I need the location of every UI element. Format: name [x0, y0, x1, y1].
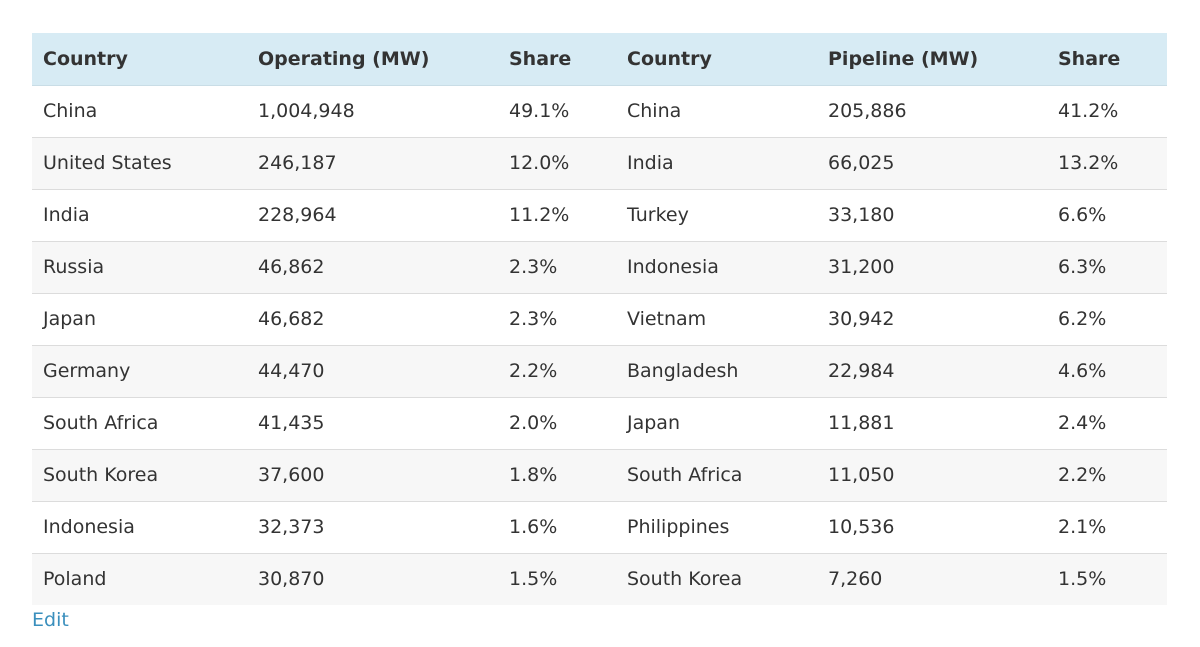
cell-operating-mw: 41,435 [247, 396, 498, 449]
cell-country-pipeline: India [616, 136, 817, 189]
cell-share-operating: 2.2% [498, 344, 616, 397]
cell-share-pipeline: 2.4% [1047, 396, 1167, 449]
cell-pipeline-mw: 31,200 [817, 240, 1047, 293]
cell-operating-mw: 228,964 [247, 188, 498, 241]
table-row: India 228,964 11.2% Turkey 33,180 6.6% [32, 188, 1167, 241]
cell-share-operating: 2.3% [498, 240, 616, 293]
table-row: China 1,004,948 49.1% China 205,886 41.2% [32, 85, 1167, 137]
cell-pipeline-mw: 10,536 [817, 500, 1047, 553]
cell-country-operating: India [32, 188, 247, 241]
cell-country-operating: Russia [32, 240, 247, 293]
cell-country-operating: South Korea [32, 448, 247, 501]
cell-share-pipeline: 6.6% [1047, 188, 1167, 241]
cell-country-operating: Indonesia [32, 500, 247, 553]
cell-pipeline-mw: 205,886 [828, 100, 907, 122]
cell-pipeline-mw: 30,942 [817, 292, 1047, 345]
table-row: Poland 30,870 1.5% South Korea 7,260 1.5% [32, 552, 1167, 605]
cell-country-pipeline: Bangladesh [616, 344, 817, 397]
cell-share-operating: 2.0% [498, 396, 616, 449]
cell-country-operating: South Africa [32, 396, 247, 449]
table-row: Germany 44,470 2.2% Bangladesh 22,984 4.6% [32, 344, 1167, 397]
cell-country-pipeline: China [627, 100, 682, 122]
cell-pipeline-mw: 11,050 [817, 448, 1047, 501]
cell-operating-mw: 30,870 [247, 552, 498, 605]
cell-share-operating: 49.1% [509, 100, 570, 122]
cell-pipeline-mw: 33,180 [817, 188, 1047, 241]
cell-pipeline-mw: 66,025 [817, 136, 1047, 189]
cell-share-pipeline: 6.2% [1047, 292, 1167, 345]
cell-operating-mw: 246,187 [247, 136, 498, 189]
cell-pipeline-mw: 11,881 [817, 396, 1047, 449]
table-row: United States 246,187 12.0% India 66,025 13.2… [32, 136, 1167, 189]
cell-operating-mw: 44,470 [247, 344, 498, 397]
cell-pipeline-mw: 22,984 [817, 344, 1047, 397]
cell-share-pipeline: 2.1% [1047, 500, 1167, 553]
cell-share-operating: 1.8% [498, 448, 616, 501]
cell-share-pipeline: 13.2% [1047, 136, 1167, 189]
cell-operating-mw: 1,004,948 [258, 100, 355, 122]
cell-country-pipeline: Indonesia [616, 240, 817, 293]
coal-capacity-table: Country Operating (MW) Share Country Pip… [32, 33, 1167, 605]
header-country-operating: Country [32, 33, 247, 86]
cell-share-pipeline: 2.2% [1047, 448, 1167, 501]
cell-operating-mw: 32,373 [247, 500, 498, 553]
cell-country-operating: Poland [32, 552, 247, 605]
cell-operating-mw: 46,682 [247, 292, 498, 345]
header-pipeline-mw: Pipeline (MW) [817, 33, 1047, 86]
table-row: South Korea 37,600 1.8% South Africa 11,050 2… [32, 448, 1167, 501]
cell-share-operating: 12.0% [498, 136, 616, 189]
header-country-pipeline: Country [616, 33, 817, 86]
cell-share-pipeline: 6.3% [1047, 240, 1167, 293]
header-share-operating: Share [498, 33, 616, 86]
cell-country-operating: Japan [32, 292, 247, 345]
cell-country-operating: United States [32, 136, 247, 189]
cell-country-pipeline: South Korea [616, 552, 817, 605]
table-row: Indonesia 32,373 1.6% Philippines 10,536 2.1% [32, 500, 1167, 553]
cell-country-pipeline: Turkey [616, 188, 817, 241]
cell-share-operating: 1.5% [498, 552, 616, 605]
table-row: South Africa 41,435 2.0% Japan 11,881 2.4% [32, 396, 1167, 449]
cell-share-pipeline: 4.6% [1047, 344, 1167, 397]
header-row: Country Operating (MW) Share Country Pip… [32, 33, 1167, 86]
cell-country-pipeline: Vietnam [616, 292, 817, 345]
cell-share-operating: 1.6% [498, 500, 616, 553]
header-operating-mw: Operating (MW) [247, 33, 498, 86]
cell-operating-mw: 46,862 [247, 240, 498, 293]
cell-pipeline-mw: 7,260 [817, 552, 1047, 605]
cell-country-operating: China [43, 100, 98, 122]
cell-country-pipeline: Japan [616, 396, 817, 449]
cell-share-pipeline: 41.2% [1058, 100, 1119, 122]
cell-share-operating: 2.3% [498, 292, 616, 345]
cell-country-operating: Germany [32, 344, 247, 397]
table-container: Country Operating (MW) Share Country Pip… [32, 33, 1167, 631]
edit-link[interactable]: Edit [32, 609, 69, 631]
cell-country-pipeline: South Africa [616, 448, 817, 501]
cell-share-operating: 11.2% [498, 188, 616, 241]
cell-operating-mw: 37,600 [247, 448, 498, 501]
cell-share-pipeline: 1.5% [1047, 552, 1167, 605]
header-share-pipeline: Share [1047, 33, 1167, 86]
table-header: Country Operating (MW) Share Country Pip… [32, 33, 1167, 86]
table-row: Russia 46,862 2.3% Indonesia 31,200 6.3% [32, 240, 1167, 293]
table-row: Japan 46,682 2.3% Vietnam 30,942 6.2% [32, 292, 1167, 345]
table-body: China 1,004,948 49.1% China 205,886 41.2% Unit… [32, 85, 1167, 605]
cell-country-pipeline: Philippines [616, 500, 817, 553]
